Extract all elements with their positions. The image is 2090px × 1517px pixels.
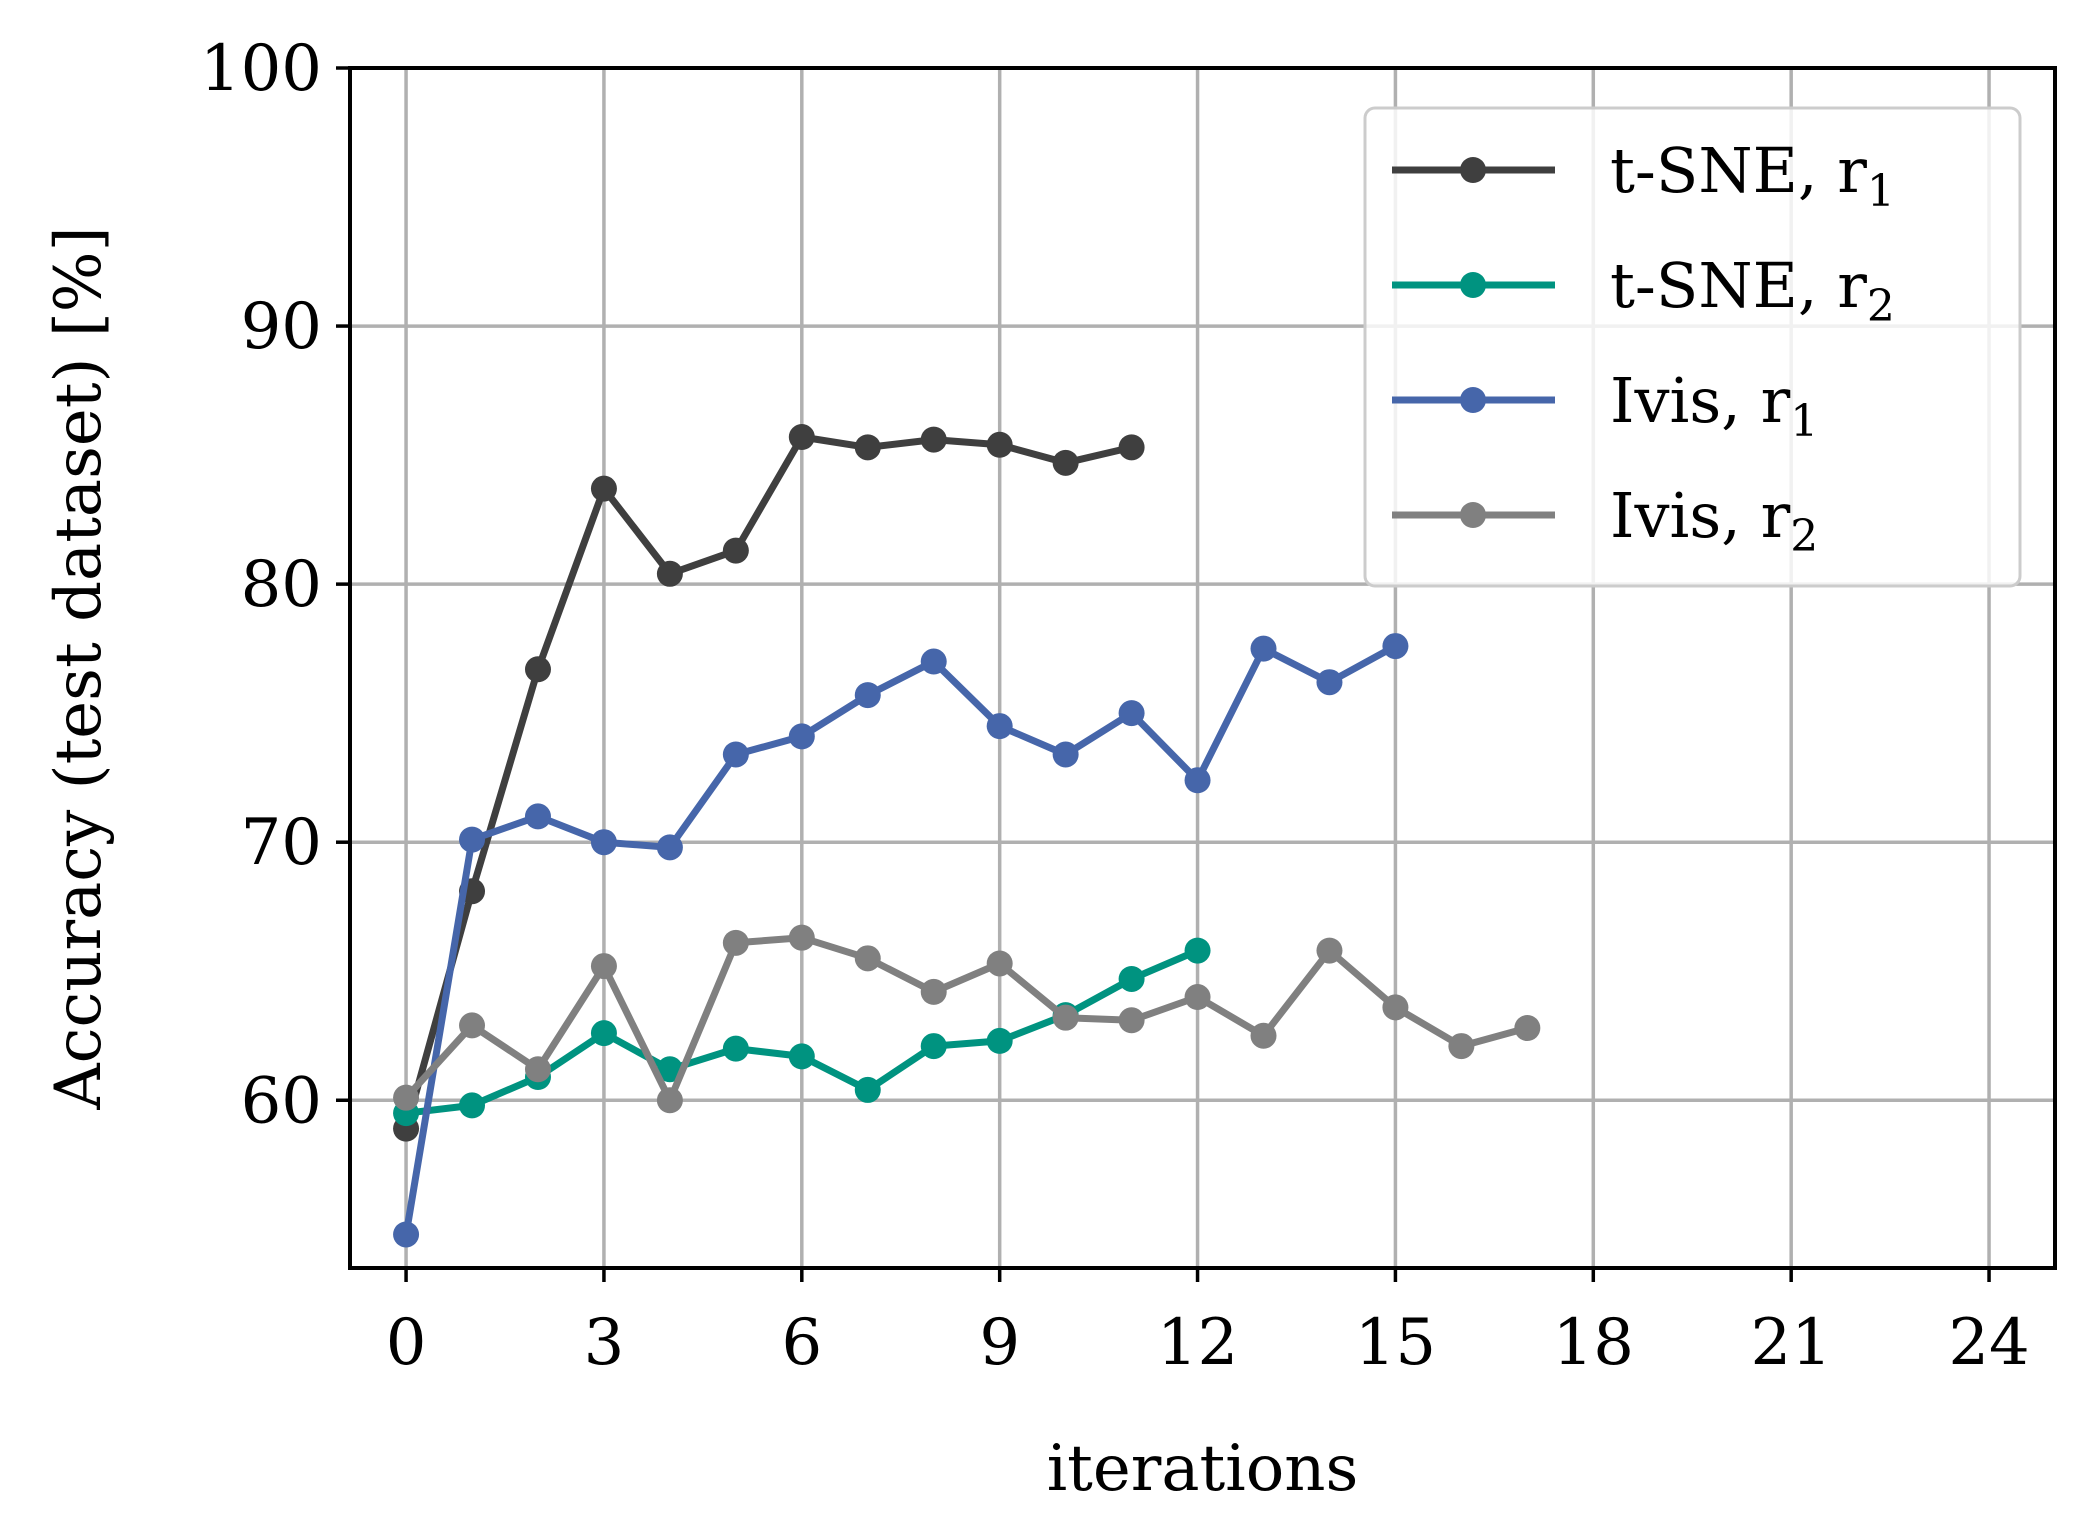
data-point <box>590 829 617 856</box>
data-point <box>1316 669 1343 696</box>
data-point <box>1118 1007 1145 1034</box>
data-point <box>1514 1015 1541 1041</box>
legend-label: t-SNE, r2 <box>1610 249 1895 332</box>
x-axis-title: iterations <box>1047 1432 1359 1506</box>
data-point <box>986 950 1013 977</box>
data-point <box>590 953 617 980</box>
x-tick-label: 21 <box>1750 1306 1831 1380</box>
series-layer <box>393 424 1541 1248</box>
data-point <box>459 1092 486 1119</box>
data-point <box>722 929 749 956</box>
data-point <box>1118 965 1145 992</box>
data-point <box>656 560 683 587</box>
x-tick-label: 6 <box>781 1306 822 1380</box>
data-point <box>986 713 1013 740</box>
legend-marker <box>1460 387 1486 413</box>
x-tick-label: 15 <box>1355 1306 1436 1380</box>
data-point <box>459 1012 486 1039</box>
data-point <box>1382 633 1409 660</box>
series-4 <box>393 924 1541 1114</box>
data-point <box>920 978 947 1005</box>
legend-item: Ivis, r1 <box>1392 364 1818 447</box>
data-point <box>788 723 815 750</box>
legend-marker <box>1460 157 1486 183</box>
data-point <box>1184 767 1211 794</box>
x-tick-label: 0 <box>386 1306 427 1380</box>
series-line <box>402 642 1399 1238</box>
data-point <box>1184 937 1211 964</box>
data-point <box>920 1033 947 1060</box>
data-point <box>1250 1022 1277 1049</box>
y-axis-title: Accuracy (test dataset) [%] <box>42 226 116 1110</box>
data-point <box>788 924 815 951</box>
x-tick-label: 3 <box>584 1306 625 1380</box>
data-point <box>854 434 881 461</box>
data-point <box>1052 1004 1079 1031</box>
legend-box <box>1363 106 2022 588</box>
x-tick-label: 12 <box>1157 1306 1238 1380</box>
legend-marker <box>1460 502 1486 528</box>
data-point <box>854 945 881 972</box>
legend-item: t-SNE, r1 <box>1392 134 1895 217</box>
data-point <box>986 431 1013 458</box>
data-point <box>590 475 617 502</box>
data-point <box>788 424 815 451</box>
data-point <box>1448 1033 1475 1060</box>
data-point <box>1316 937 1343 964</box>
data-point <box>920 648 947 675</box>
data-point <box>459 826 486 853</box>
legend-item: Ivis, r2 <box>1392 479 1818 562</box>
legend: t-SNE, r1 t-SNE, r2 Ivis, r1 Ivis, r2 <box>1363 106 2022 588</box>
series-1 <box>393 424 1145 1142</box>
data-point <box>986 1027 1013 1054</box>
legend-label-subscript: 1 <box>1790 396 1818 447</box>
legend-item: t-SNE, r2 <box>1392 249 1895 332</box>
y-tick-label: 70 <box>241 806 322 880</box>
data-point <box>788 1043 815 1070</box>
data-point <box>1052 449 1079 476</box>
legend-label: t-SNE, r1 <box>1610 134 1895 217</box>
data-point <box>920 426 947 453</box>
y-tick-label: 80 <box>241 548 322 622</box>
x-tick-label: 24 <box>1948 1306 2029 1380</box>
data-point <box>656 834 683 861</box>
data-point <box>722 741 749 768</box>
data-point <box>656 1087 683 1114</box>
data-point <box>1052 741 1079 768</box>
data-point <box>524 656 551 683</box>
y-tick-label: 60 <box>241 1064 322 1138</box>
legend-label: Ivis, r2 <box>1610 479 1818 562</box>
series-3 <box>393 633 1409 1248</box>
legend-label-subscript: 1 <box>1867 166 1895 217</box>
plot-frame <box>348 66 2057 1270</box>
series-line <box>402 934 1531 1104</box>
data-point <box>854 682 881 709</box>
y-tick-label: 90 <box>241 290 322 364</box>
x-tick-label: 9 <box>979 1306 1020 1380</box>
data-point <box>722 537 749 564</box>
legend-label-subscript: 2 <box>1790 511 1818 562</box>
data-point <box>393 1221 420 1248</box>
data-point <box>524 803 551 830</box>
data-point <box>393 1084 420 1111</box>
data-point <box>1184 984 1211 1011</box>
data-point <box>1118 434 1145 461</box>
data-point <box>1250 635 1277 662</box>
legend-label: Ivis, r1 <box>1610 364 1818 447</box>
legend-label-subscript: 2 <box>1867 281 1895 332</box>
data-point <box>590 1020 617 1047</box>
legend-marker <box>1460 272 1486 298</box>
data-point <box>722 1035 749 1062</box>
data-point <box>1118 700 1145 727</box>
x-tick-label: 18 <box>1553 1306 1634 1380</box>
data-point <box>1382 994 1409 1021</box>
data-point <box>854 1076 881 1103</box>
y-tick-label: 100 <box>200 32 322 106</box>
data-point <box>524 1056 551 1083</box>
